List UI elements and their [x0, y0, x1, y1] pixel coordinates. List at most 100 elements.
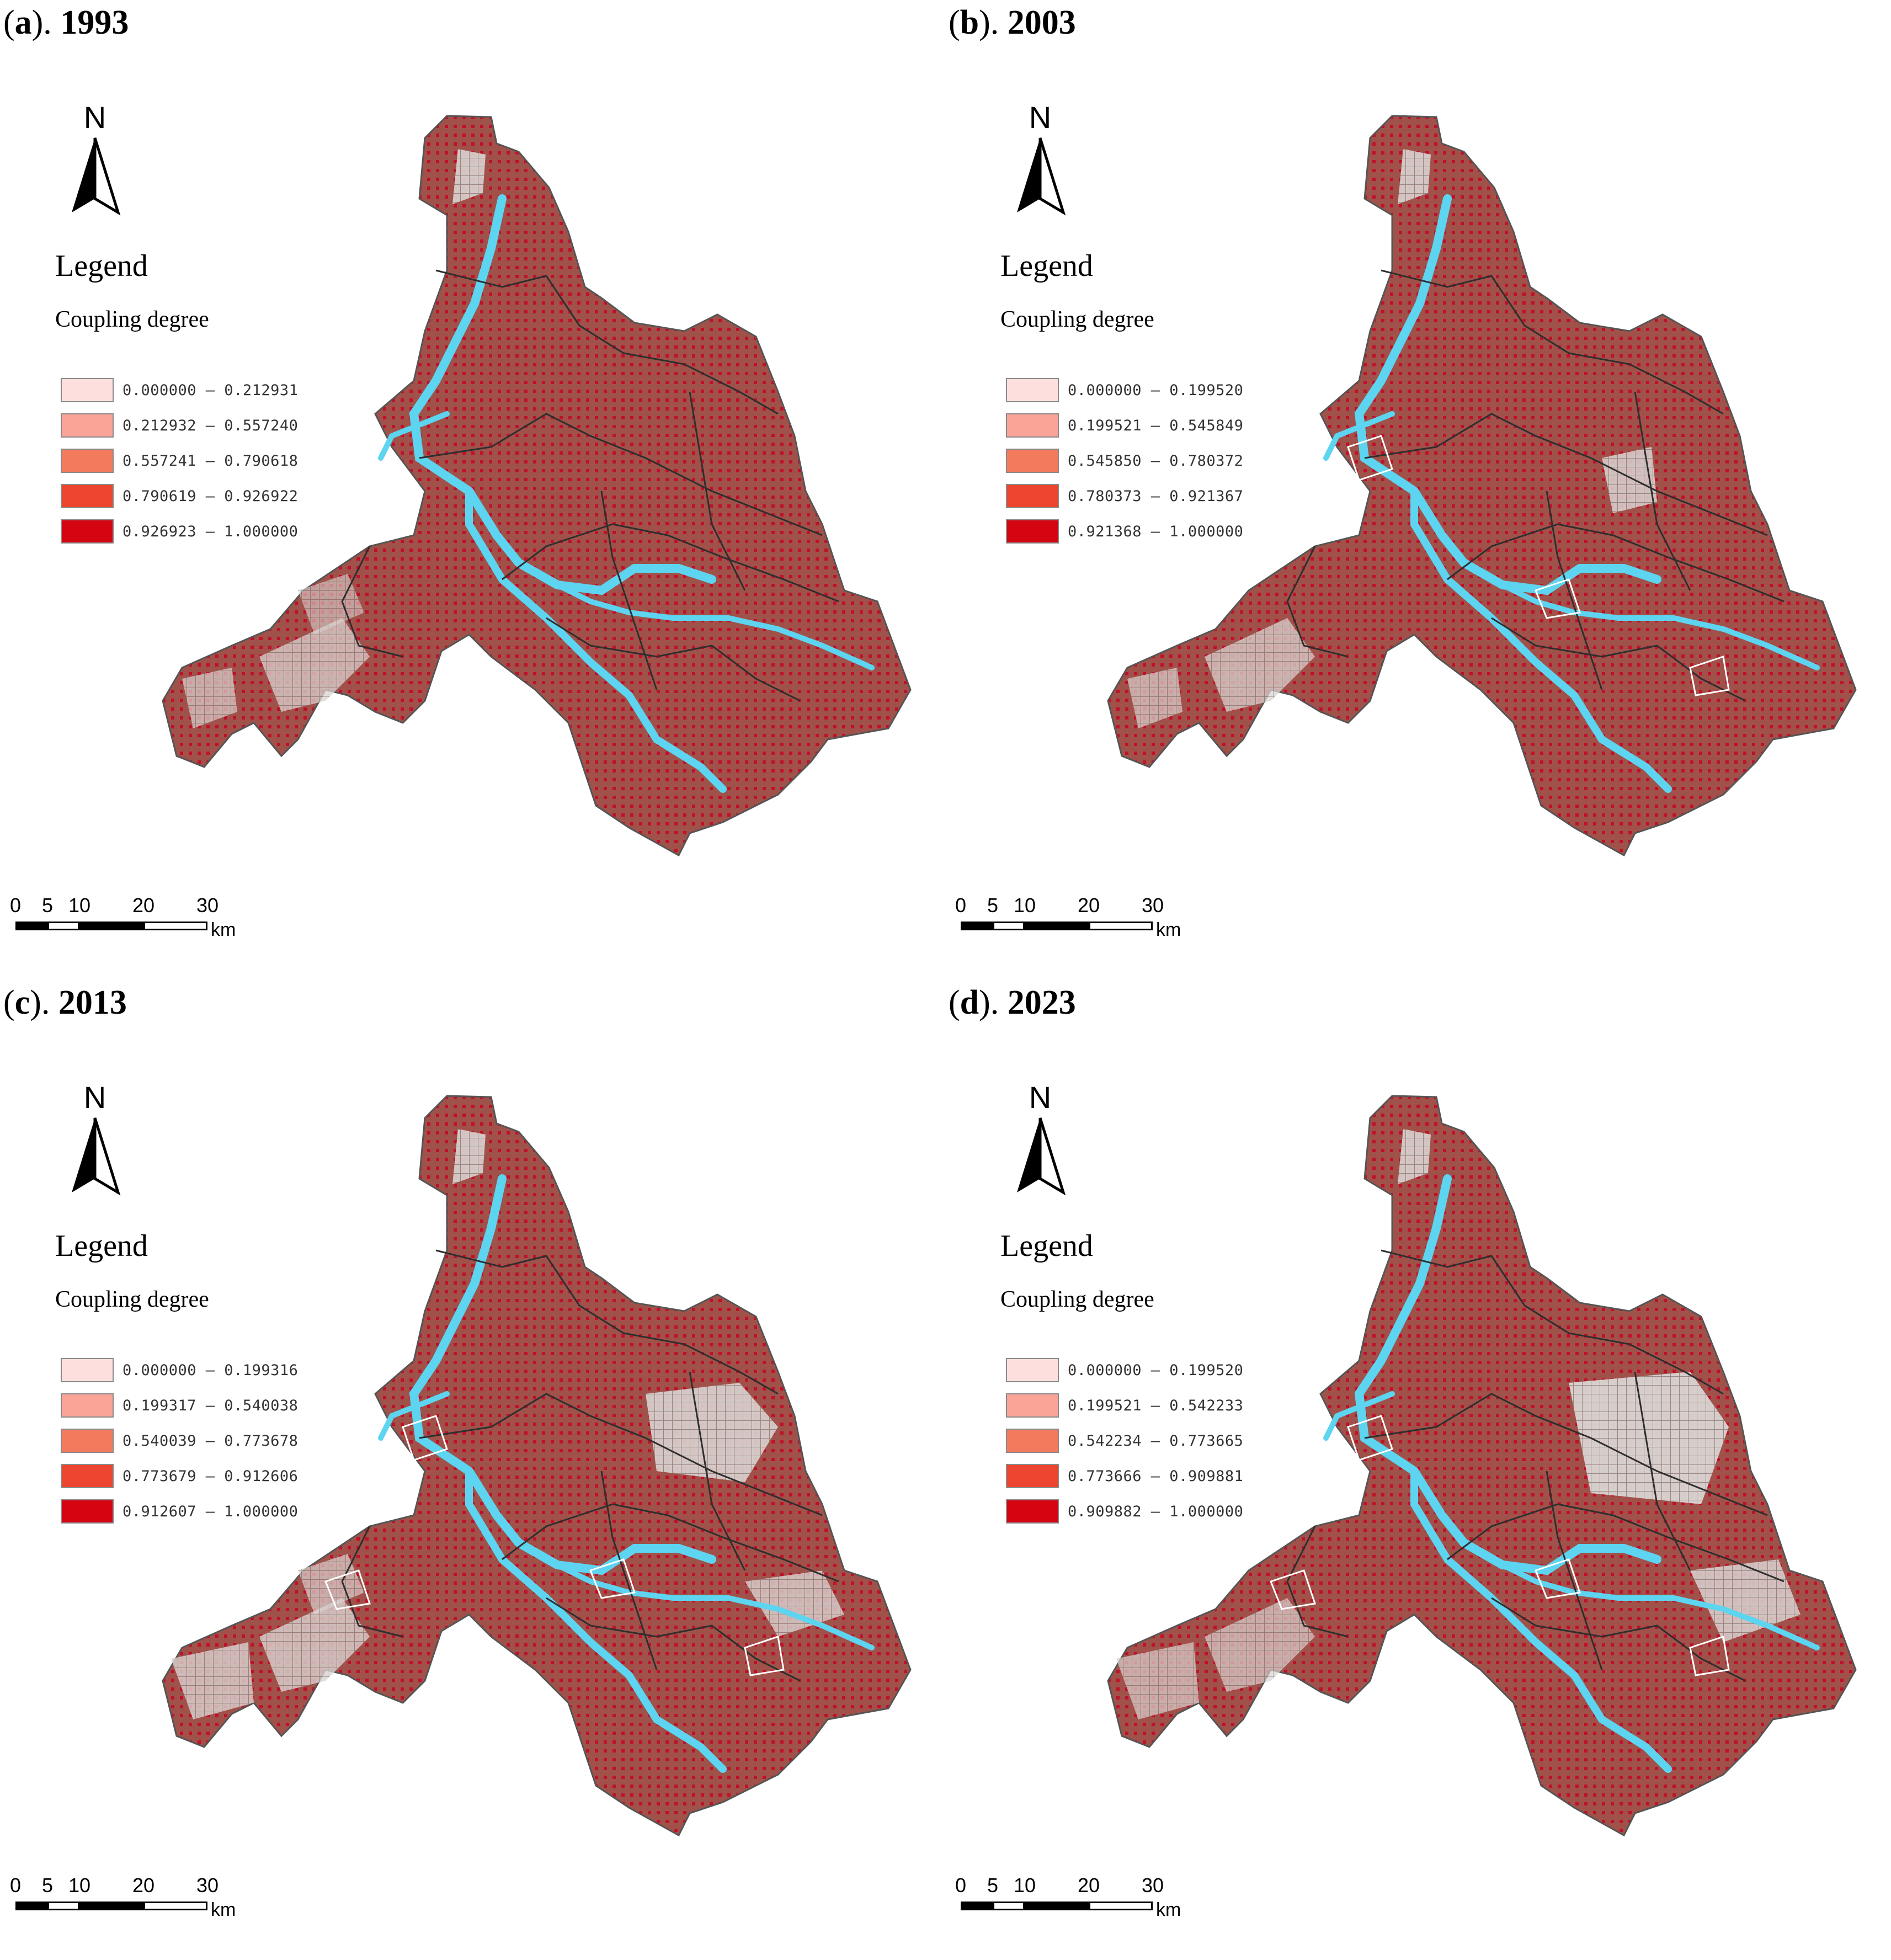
legend-subtitle: Coupling degree — [55, 1287, 209, 1312]
legend-item: 0.542234 – 0.773665 — [1006, 1423, 1243, 1458]
scale-tick: 0 — [955, 894, 967, 917]
legend: 0.000000 – 0.199316 0.199317 – 0.540038 … — [61, 1352, 298, 1529]
scale-segment — [1089, 1902, 1153, 1910]
coupling-degree-map — [1107, 115, 1857, 857]
legend-item: 0.540039 – 0.773678 — [61, 1423, 298, 1458]
north-arrow-icon: N — [62, 1079, 128, 1212]
north-label: N — [1029, 100, 1052, 135]
legend-range: 0.909882 – 1.000000 — [1068, 1503, 1244, 1520]
scale-unit: km — [211, 1899, 236, 1920]
legend-swatch — [1006, 1393, 1059, 1418]
scale-unit: km — [1156, 919, 1181, 940]
legend-range: 0.212932 – 0.557240 — [122, 417, 299, 434]
study-area — [1107, 1095, 1857, 1837]
legend-range: 0.000000 – 0.212931 — [122, 381, 299, 399]
urban-outlines — [324, 1415, 785, 1676]
study-area — [1107, 115, 1857, 857]
river — [1323, 1174, 1820, 1773]
scale-tick: 10 — [68, 1874, 91, 1897]
legend-title: Legend — [55, 249, 148, 283]
study-area — [162, 1095, 912, 1837]
legend-swatch — [61, 519, 114, 544]
scale-tick: 0 — [955, 1874, 967, 1897]
scale-tick: 10 — [68, 894, 91, 917]
legend-item: 0.545850 – 0.780372 — [1006, 443, 1243, 478]
panel-d: (d). 2023 N Legend Coupling degree 0.000… — [945, 980, 1890, 1960]
legend-item: 0.000000 – 0.199520 — [1006, 372, 1243, 408]
scale-tick: 0 — [9, 894, 22, 917]
legend-swatch — [1006, 449, 1059, 473]
legend-swatch — [61, 1499, 114, 1524]
north-label: N — [83, 100, 106, 135]
legend-subtitle: Coupling degree — [1000, 307, 1154, 332]
legend-range: 0.780373 – 0.921367 — [1068, 487, 1244, 505]
legend-range: 0.773666 – 0.909881 — [1068, 1467, 1244, 1485]
legend-swatch — [61, 1464, 114, 1488]
coupling-degree-map — [162, 1095, 912, 1837]
legend-item: 0.790619 – 0.926922 — [61, 478, 298, 514]
north-label: N — [83, 1080, 106, 1115]
panel-a: (a). 1993 N Legend Coupling degree 0.000… — [0, 0, 945, 980]
legend-swatch — [61, 413, 114, 438]
legend-swatch — [1006, 413, 1059, 438]
scale-segment — [15, 1902, 47, 1910]
legend-item: 0.557241 – 0.790618 — [61, 443, 298, 478]
scale-segment — [79, 922, 143, 930]
legend-swatch — [1006, 1499, 1059, 1524]
legend-title: Legend — [55, 1229, 148, 1263]
north-arrow-icon: N — [1007, 1079, 1073, 1212]
scale-bar: 0 5 10 20 30 km — [10, 894, 236, 955]
scale-segment — [143, 1902, 207, 1910]
legend-range: 0.199317 – 0.540038 — [122, 1397, 299, 1414]
legend: 0.000000 – 0.199520 0.199521 – 0.545849 … — [1006, 372, 1243, 549]
legend-swatch — [1006, 378, 1059, 402]
legend-range: 0.000000 – 0.199520 — [1068, 1361, 1244, 1379]
legend-swatch — [61, 1429, 114, 1453]
scale-unit: km — [1156, 1899, 1181, 1920]
scale-tick: 0 — [9, 1874, 22, 1897]
legend-subtitle: Coupling degree — [55, 307, 209, 332]
legend-item: 0.926923 – 1.000000 — [61, 514, 298, 549]
legend-item: 0.212932 – 0.557240 — [61, 408, 298, 443]
scale-segment — [961, 1902, 993, 1910]
panel-b: (b). 2003 N Legend Coupling degree 0.000… — [945, 0, 1890, 980]
scale-bar: 0 5 10 20 30 km — [10, 1874, 236, 1935]
legend-range: 0.542234 – 0.773665 — [1068, 1432, 1244, 1450]
legend-range: 0.912607 – 1.000000 — [122, 1503, 299, 1520]
legend-range: 0.773679 – 0.912606 — [122, 1467, 299, 1485]
scale-segment — [47, 922, 79, 930]
scale-tick: 5 — [41, 894, 54, 917]
scale-tick: 30 — [196, 1874, 219, 1897]
scale-tick: 10 — [1013, 894, 1036, 917]
legend-swatch — [1006, 519, 1059, 544]
panel-title: (b). 2003 — [949, 4, 1076, 41]
coupling-degree-map — [162, 115, 912, 857]
legend-range: 0.545850 – 0.780372 — [1068, 452, 1244, 470]
scale-tick: 5 — [987, 1874, 999, 1897]
legend-range: 0.000000 – 0.199316 — [122, 1361, 299, 1379]
legend-range: 0.921368 – 1.000000 — [1068, 523, 1244, 540]
scale-tick: 20 — [132, 894, 155, 917]
scale-bar: 0 5 10 20 30 km — [955, 1874, 1181, 1935]
scale-segment — [47, 1902, 79, 1910]
scale-segment — [993, 922, 1025, 930]
north-arrow-icon: N — [62, 99, 128, 232]
panel-title: (d). 2023 — [949, 984, 1076, 1021]
legend-item: 0.000000 – 0.199520 — [1006, 1352, 1243, 1388]
scale-tick: 5 — [41, 1874, 54, 1897]
legend-range: 0.557241 – 0.790618 — [122, 452, 299, 470]
legend: 0.000000 – 0.212931 0.212932 – 0.557240 … — [61, 372, 298, 549]
panel-title: (a). 1993 — [3, 4, 129, 41]
coupling-degree-map — [1107, 1095, 1857, 1837]
legend-swatch — [1006, 484, 1059, 508]
scale-tick: 20 — [1077, 1874, 1100, 1897]
legend-item: 0.909882 – 1.000000 — [1006, 1494, 1243, 1529]
study-area — [162, 115, 912, 857]
legend-range: 0.000000 – 0.199520 — [1068, 381, 1244, 399]
legend-swatch — [1006, 1429, 1059, 1453]
legend-range: 0.790619 – 0.926922 — [122, 487, 299, 505]
scale-unit: km — [211, 919, 236, 940]
legend-title: Legend — [1000, 249, 1093, 283]
scale-segment — [1025, 922, 1089, 930]
legend: 0.000000 – 0.199520 0.199521 – 0.542233 … — [1006, 1352, 1243, 1529]
